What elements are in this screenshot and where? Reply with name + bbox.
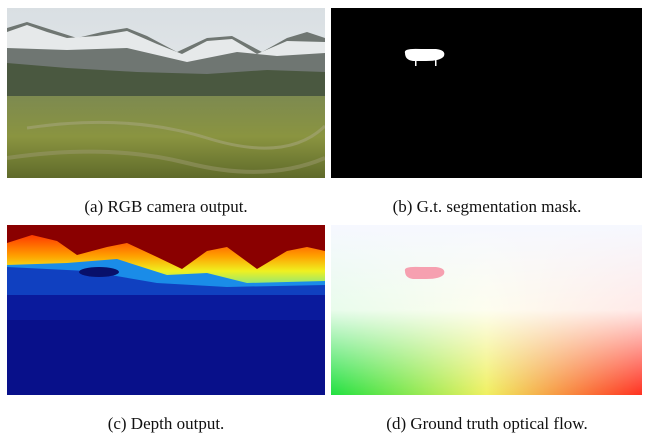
depth-image: [7, 225, 325, 395]
optical-flow-image: [331, 225, 642, 395]
figure-page: (a) RGB camera output. (b) G.t. segmenta…: [0, 0, 648, 437]
caption: (d) Ground truth optical flow.: [326, 414, 648, 434]
caption: (a) RGB camera output.: [7, 197, 325, 217]
caption: (b) G.t. segmentation mask.: [326, 197, 648, 217]
segmentation-image: [331, 8, 642, 178]
rgb-image: [7, 8, 325, 178]
caption: (c) Depth output.: [7, 414, 325, 434]
